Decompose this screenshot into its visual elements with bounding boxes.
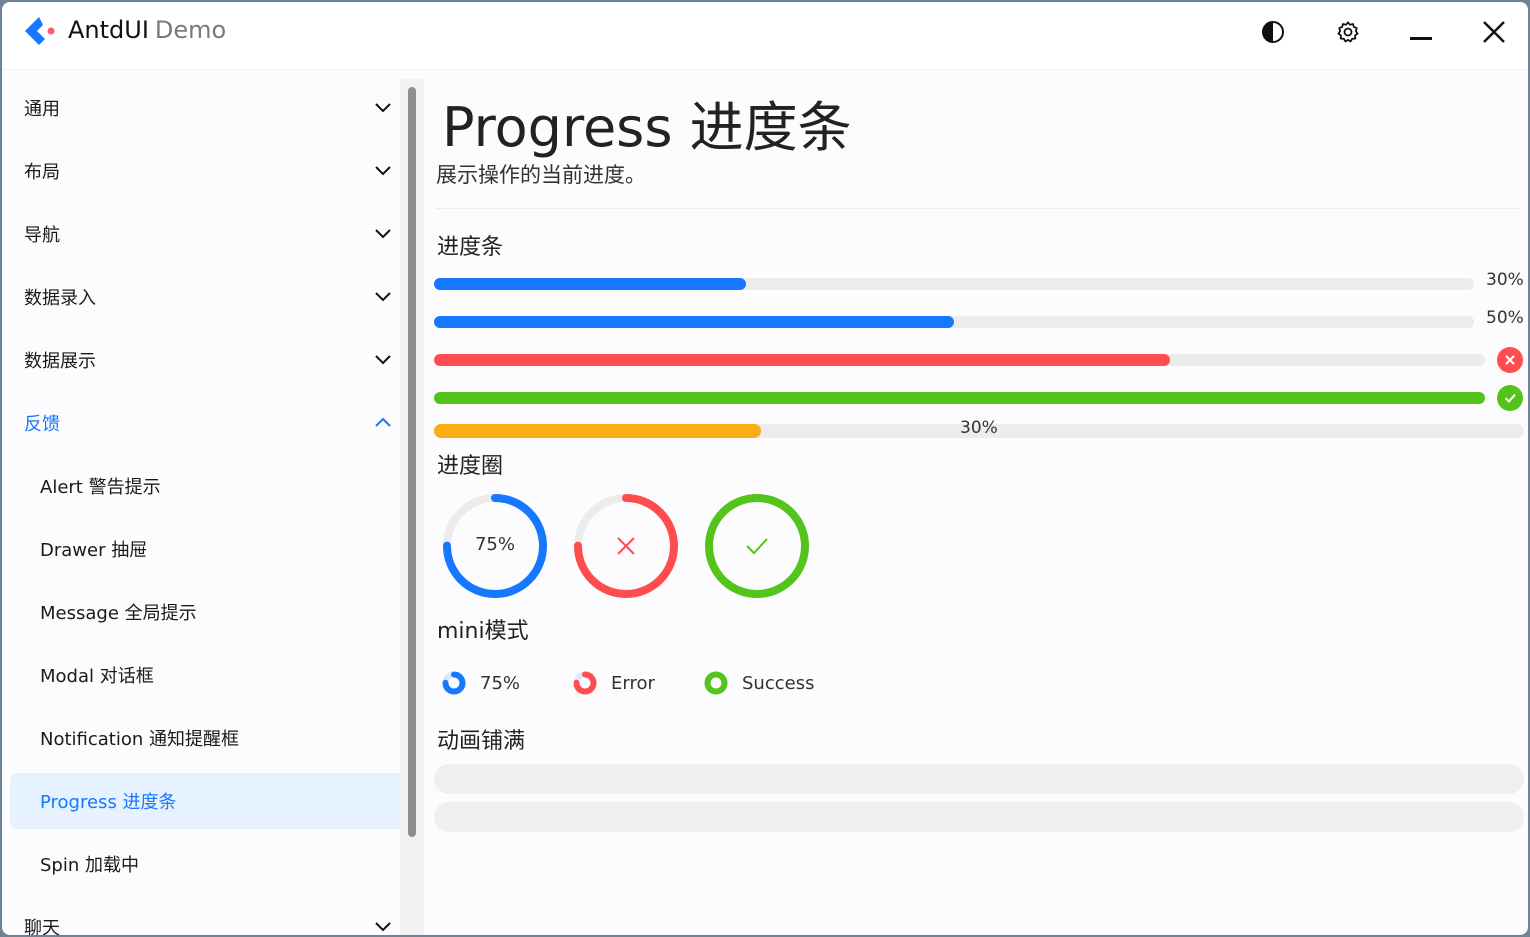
sidebar-item[interactable]: Alert 警告提示 [10, 458, 400, 514]
chevron-up-icon [375, 417, 391, 427]
sidebar-item-label: 数据展示 [24, 351, 96, 372]
sidebar-item-label: Modal 对话框 [40, 666, 154, 687]
mini-progress: 75% [440, 669, 520, 697]
section-title-mini: mini模式 [437, 619, 529, 644]
success-icon [1497, 385, 1523, 411]
sidebar-item[interactable]: Drawer 抽屉 [10, 521, 400, 577]
progress-arc [705, 494, 809, 598]
error-icon [1497, 347, 1523, 373]
section-title-bar: 进度条 [437, 235, 504, 260]
sidebar-item[interactable]: Modal 对话框 [10, 647, 400, 703]
mini-progress: Error [571, 669, 655, 697]
progress-bar [434, 316, 1474, 328]
progress-arc [573, 671, 597, 695]
progress-bar-fill [434, 392, 1485, 404]
mini-progress-label: Error [611, 672, 655, 694]
main-content: Progress 进度条 展示操作的当前进度。 进度条 30% 50% 30% 进度… [426, 71, 1528, 935]
sidebar-item[interactable]: Spin 加载中 [10, 836, 400, 892]
sidebar-item-label: 导航 [24, 225, 60, 246]
app-title-text: AntdUI [68, 16, 149, 44]
sidebar-item-label: Notification 通知提醒框 [40, 729, 240, 750]
progress-bar-fill [434, 424, 761, 438]
progress-circle-label: 75% [474, 534, 515, 555]
animated-progress-bar [434, 802, 1524, 832]
sidebar-item[interactable]: 导航 [10, 206, 400, 262]
progress-bar [434, 354, 1485, 366]
error-x-icon [617, 537, 635, 555]
progress-bar-label: 30% [1486, 270, 1524, 290]
sidebar-item-label: Alert 警告提示 [40, 477, 161, 498]
chevron-down-icon [375, 229, 391, 239]
mini-progress-label: 75% [480, 672, 521, 694]
sidebar-item-label: Drawer 抽屉 [40, 540, 148, 561]
progress-circle [703, 492, 811, 604]
progress-arc [442, 671, 466, 695]
sidebar-item[interactable]: 布局 [10, 143, 400, 199]
sidebar-item[interactable]: 反馈 [10, 395, 400, 451]
antdui-logo-icon [25, 17, 55, 45]
theme-contrast-icon[interactable] [1259, 18, 1287, 46]
sidebar-item-label: Message 全局提示 [40, 603, 197, 624]
sidebar-item-label: 通用 [24, 99, 60, 120]
animated-progress-bar [434, 764, 1524, 794]
sidebar-item[interactable]: Notification 通知提醒框 [10, 710, 400, 766]
progress-bar-fill [434, 354, 1170, 366]
divider [436, 208, 1520, 209]
close-icon[interactable] [1480, 18, 1508, 46]
sidebar-item-label: Progress 进度条 [40, 792, 177, 813]
page-description: 展示操作的当前进度。 [436, 163, 646, 187]
sidebar-item[interactable]: 聊天 [10, 899, 400, 935]
progress-bar-fill [434, 278, 746, 290]
sidebar-item[interactable]: 数据录入 [10, 269, 400, 325]
progress-arc [574, 494, 678, 598]
settings-gear-icon[interactable] [1334, 18, 1362, 46]
progress-bar-label: 50% [1486, 308, 1524, 328]
title-bar: AntdUI Demo [2, 2, 1528, 70]
sidebar-item[interactable]: 数据展示 [10, 332, 400, 388]
minimize-icon[interactable] [1407, 18, 1435, 46]
progress-bar-label: 30% [960, 418, 998, 438]
sidebar-item-label: 数据录入 [24, 288, 96, 309]
app-subtitle: Demo [154, 16, 227, 44]
section-title-circle: 进度圈 [437, 454, 504, 479]
mini-progress: Success [702, 669, 814, 697]
chevron-down-icon [375, 922, 391, 932]
mini-progress-label: Success [742, 672, 815, 694]
sidebar-item-label: 反馈 [24, 414, 60, 435]
sidebar-item-label: 聊天 [24, 918, 60, 935]
page-title: Progress 进度条 [442, 96, 852, 159]
progress-bar [434, 392, 1485, 404]
progress-circle [572, 492, 680, 604]
app-title: AntdUI Demo [68, 16, 226, 44]
chevron-down-icon [375, 292, 391, 302]
sidebar-item[interactable]: 通用 [10, 80, 400, 136]
progress-arc [443, 494, 547, 598]
progress-circle: 75% [441, 492, 549, 604]
sidebar-scrollbar-thumb[interactable] [408, 87, 416, 837]
progress-arc [704, 671, 728, 695]
progress-bar-fill [434, 316, 954, 328]
sidebar-menu: 通用布局导航数据录入数据展示反馈 Alert 警告提示 Drawer 抽屉 Messa… [2, 71, 400, 935]
success-check-icon [746, 538, 768, 555]
chevron-down-icon [375, 166, 391, 176]
chevron-down-icon [375, 103, 391, 113]
progress-bar [434, 278, 1474, 290]
sidebar-item[interactable]: Message 全局提示 [10, 584, 400, 640]
sidebar-item[interactable]: Progress 进度条 [10, 773, 400, 829]
chevron-down-icon [375, 355, 391, 365]
sidebar-item-label: Spin 加载中 [40, 855, 139, 876]
progress-bar [434, 424, 1524, 438]
section-title-anim: 动画铺满 [437, 729, 526, 754]
sidebar-item-label: 布局 [24, 162, 60, 183]
